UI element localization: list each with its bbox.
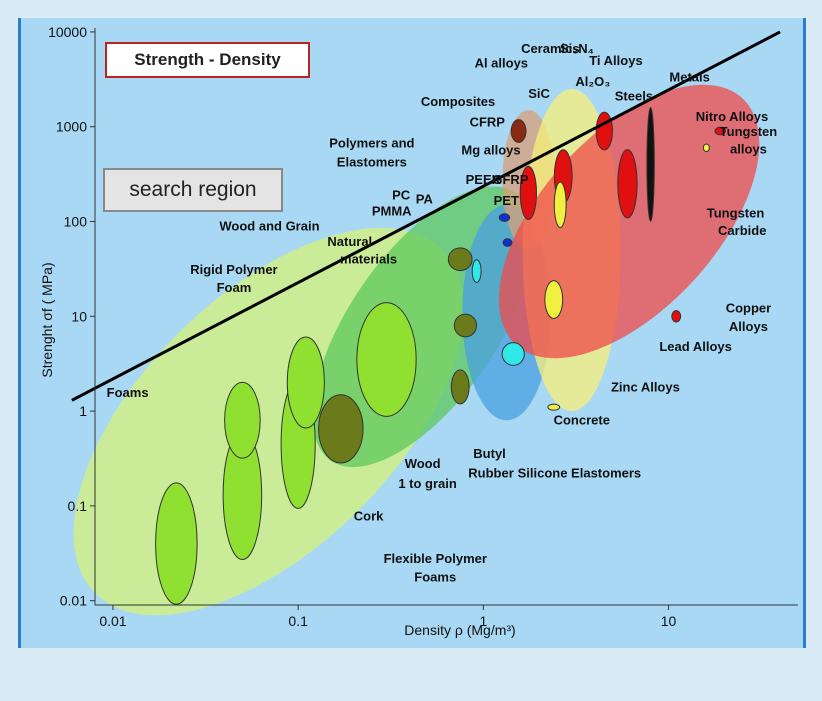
annotation-label: Al₂O₃ bbox=[575, 74, 610, 89]
annotation-label: CFRP bbox=[470, 115, 506, 130]
search-region-label: search region bbox=[129, 178, 257, 201]
bubble-cfrp bbox=[510, 119, 527, 143]
search-region-box: search region bbox=[103, 168, 283, 212]
bubble-tungsten-alloys bbox=[714, 126, 726, 136]
y-tick-label: 10000 bbox=[48, 24, 87, 40]
annotation-label: Mg alloys bbox=[461, 142, 520, 157]
bubble-ceramics bbox=[553, 181, 567, 229]
y-tick-label: 0.01 bbox=[60, 593, 87, 609]
annotation-label: Natural bbox=[327, 234, 372, 249]
annotation-label: PC bbox=[392, 188, 411, 203]
material-bubbles bbox=[155, 107, 726, 605]
bubble-ceramics bbox=[544, 280, 564, 320]
chart-title-box: Strength - Density bbox=[105, 42, 310, 78]
guide-line bbox=[71, 30, 781, 402]
annotation-label: Elastomers bbox=[337, 155, 407, 170]
bubble-concrete bbox=[547, 403, 561, 411]
annotation-label: Concrete bbox=[554, 413, 610, 428]
annotation-label: Metals bbox=[669, 69, 709, 84]
annotation-label: Silicone Elastomers bbox=[518, 465, 642, 480]
y-tick-label: 0.1 bbox=[68, 498, 88, 514]
annotation-label: Composites bbox=[421, 94, 495, 109]
annotation-label: Tungsten bbox=[720, 124, 778, 139]
bubble-tungsten-carbide bbox=[702, 143, 710, 153]
bubble-steels bbox=[646, 107, 655, 222]
annotation-label: Alloys bbox=[729, 319, 768, 334]
annotation-label: PET bbox=[494, 193, 519, 208]
x-tick-label: 0.1 bbox=[288, 613, 308, 629]
annotation-label: PA bbox=[416, 191, 434, 206]
guide-line-group bbox=[71, 30, 781, 402]
annotation-label: alloys bbox=[730, 142, 767, 157]
bubble-peek bbox=[498, 213, 511, 222]
y-tick-label: 10 bbox=[71, 308, 87, 324]
annotation-label: PMMA bbox=[372, 204, 412, 219]
annotation-label: Zinc Alloys bbox=[611, 380, 680, 395]
bubble-zinc-alloys bbox=[617, 149, 638, 219]
annotation-label: PEEK bbox=[466, 172, 502, 187]
annotation-label: Nitro Alloys bbox=[696, 109, 768, 124]
annotation-label: Wood and Grain bbox=[219, 219, 319, 234]
y-tick-label: 1 bbox=[79, 403, 87, 419]
bubble-foams bbox=[155, 482, 198, 605]
x-tick-label: 10 bbox=[661, 613, 677, 629]
annotation-label: Rubber bbox=[468, 465, 514, 480]
bubble-wood bbox=[453, 313, 478, 338]
annotation-label: Steels bbox=[615, 88, 653, 103]
bubble-foams bbox=[286, 336, 325, 429]
annotation-label: Copper bbox=[726, 300, 772, 315]
annotation-label: Wood bbox=[405, 456, 441, 471]
annotation-label: Tungsten bbox=[707, 206, 765, 221]
bubble-wood-and-grain bbox=[447, 247, 473, 272]
annotation-label: Ceramics bbox=[521, 41, 580, 56]
annotation-label: Ti Alloys bbox=[589, 53, 642, 68]
annotation-label: Foams bbox=[414, 569, 456, 584]
x-axis-title: Density ρ (Mg/m³) bbox=[404, 622, 515, 638]
bubble-ti-alloys bbox=[595, 111, 613, 151]
annotation-label: Al alloys bbox=[475, 56, 528, 71]
y-tick-labels: 10000 1000 100 10 1 0.1 0.01 bbox=[48, 24, 95, 609]
annotation-label: materials bbox=[340, 252, 397, 267]
annotation-label: Carbide bbox=[718, 223, 766, 238]
bubble-butyl-rubber bbox=[471, 259, 482, 283]
bubble-mg-alloys bbox=[519, 165, 538, 221]
x-tick-label: 1 bbox=[479, 613, 487, 629]
annotation-label: Butyl bbox=[473, 446, 506, 461]
annotation-label: Si₃N₄ bbox=[560, 41, 594, 56]
annotation-label: Foams bbox=[107, 385, 149, 400]
y-axis-title: Strenght σf ( MPa) bbox=[39, 262, 55, 377]
annotation-label: 1 to grain bbox=[398, 476, 457, 491]
annotation-label: Flexible Polymer bbox=[384, 551, 487, 566]
bubble-pet bbox=[502, 238, 513, 247]
annotation-label: Lead Alloys bbox=[659, 339, 731, 354]
bubble-foams bbox=[224, 381, 261, 459]
annotation-label: Cork bbox=[354, 509, 384, 524]
annotation-label: Rigid Polymer bbox=[190, 262, 277, 277]
annotation-label: SiC bbox=[528, 86, 550, 101]
x-tick-label: 0.01 bbox=[99, 613, 126, 629]
family-region-metals bbox=[498, 84, 760, 359]
y-tick-label: 1000 bbox=[56, 119, 87, 135]
chart-title: Strength - Density bbox=[134, 50, 281, 69]
bubble-foams bbox=[356, 302, 417, 417]
annotation-label: GFRP bbox=[492, 172, 528, 187]
annotation-label: Foam bbox=[217, 280, 252, 295]
y-tick-label: 100 bbox=[64, 214, 88, 230]
bubble-lead-alloys bbox=[671, 310, 682, 323]
annotation-label: Polymers and bbox=[329, 136, 414, 151]
bubble-cork bbox=[318, 394, 364, 464]
bubble-silicone-elastomers bbox=[501, 342, 525, 366]
bubble-wood bbox=[450, 369, 470, 405]
x-tick-labels: 0.01 0.1 1 10 bbox=[99, 605, 677, 629]
